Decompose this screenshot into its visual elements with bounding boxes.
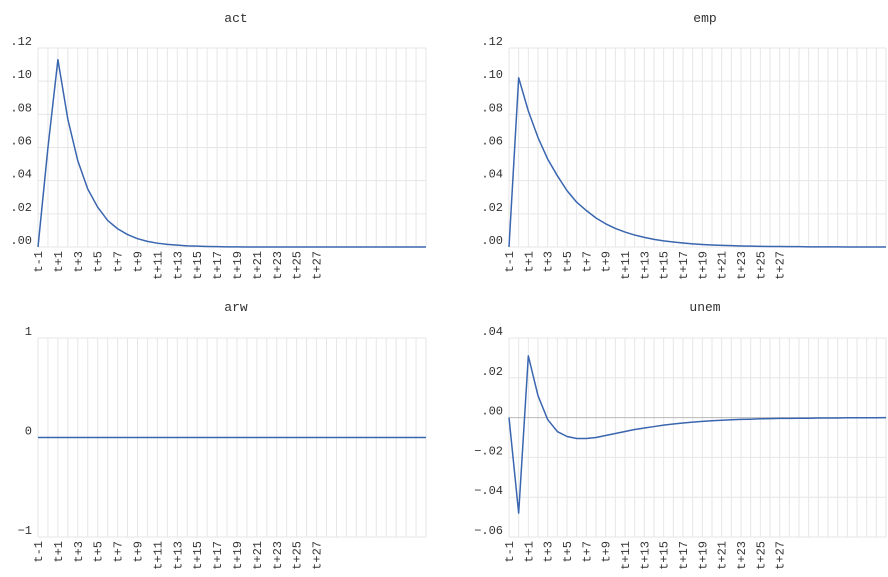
panel-emp: emp .00 .02 .04 .06 .08 .10 .12 t-1 t+1 t+3 t+5 t+7… (481, 11, 887, 280)
x-tick-label: t+1 (52, 541, 66, 563)
y-tick-label: −1 (18, 524, 32, 538)
x-tick-label: t+3 (72, 251, 86, 273)
x-tick-label: t+13 (638, 541, 652, 570)
x-tick-label: t+7 (580, 251, 594, 273)
x-tick-label: t+5 (92, 251, 106, 273)
x-tick-label: t+9 (600, 251, 614, 273)
x-tick-label: t+17 (211, 541, 225, 570)
x-tick-label: t+21 (716, 541, 730, 570)
panel-title-arw: arw (224, 300, 248, 315)
x-tick-label: t+15 (658, 541, 672, 570)
x-tick-label: t+19 (231, 251, 245, 280)
panel-unem: unem −.06 −.04 −.02 .00 .02 .04 t-1 t+1 t+3 t+5 t+… (474, 300, 887, 570)
x-tick-label: t+9 (600, 541, 614, 563)
y-tick-label: .06 (10, 135, 32, 149)
x-tick-label: t+21 (251, 541, 265, 570)
x-tick-label: t+7 (112, 251, 126, 273)
y-tick-label: −.04 (474, 484, 503, 498)
y-tick-label: 1 (25, 325, 32, 339)
x-tick-label: t+7 (112, 541, 126, 563)
y-tick-label: .00 (481, 234, 503, 248)
x-tick-label: t+15 (658, 251, 672, 280)
x-tick-label: t-1 (503, 251, 517, 273)
x-tick-label: t+3 (542, 251, 556, 273)
panel-title-emp: emp (693, 11, 716, 26)
x-tick-label: t+21 (251, 251, 265, 280)
plot-area-act: .00 .02 .04 .06 .08 .10 .12 t-1 t+1 t+3 t+5 t+7 t+9 t… (10, 35, 427, 280)
x-tick-label: t+5 (561, 251, 575, 273)
x-tick-label: t-1 (32, 251, 46, 273)
x-tick-label: t+27 (774, 251, 788, 280)
y-tick-label: −.02 (474, 444, 503, 458)
x-tick-label: t+1 (522, 251, 536, 273)
y-tick-label: .06 (481, 135, 503, 149)
x-tick-label: t-1 (32, 541, 46, 563)
y-tick-label: .10 (481, 68, 503, 82)
x-tick-label: t+13 (638, 251, 652, 280)
x-tick-label: t+15 (191, 251, 205, 280)
series-line-emp (508, 77, 886, 248)
x-tick-label: t+21 (716, 251, 730, 280)
x-tick-label: t+1 (52, 251, 66, 273)
x-tick-label: t+27 (311, 251, 325, 280)
y-tick-label: .12 (481, 35, 503, 49)
y-tick-label: .00 (10, 234, 32, 248)
x-tick-label: t+11 (151, 541, 165, 570)
x-tick-label: t+1 (522, 541, 536, 563)
x-tick-label: t+17 (677, 251, 691, 280)
x-tick-label: t+25 (754, 541, 768, 570)
panel-title-unem: unem (689, 300, 720, 315)
x-tick-label: t+15 (191, 541, 205, 570)
x-tick-label: t+9 (131, 541, 145, 563)
x-tick-label: t+11 (151, 251, 165, 280)
x-tick-label: t+27 (774, 541, 788, 570)
x-tick-label: t+25 (291, 541, 305, 570)
series-line-unem (508, 355, 887, 514)
x-tick-label: t+19 (696, 251, 710, 280)
plot-area-emp: .00 .02 .04 .06 .08 .10 .12 t-1 t+1 t+3 t+5 t+7 t+9 t… (481, 35, 887, 280)
x-tick-label: t+23 (271, 251, 285, 280)
x-tick-label: t-1 (503, 541, 517, 563)
x-tick-label: t+3 (542, 541, 556, 563)
x-tick-label: t+19 (696, 541, 710, 570)
x-tick-label: t+17 (677, 541, 691, 570)
panel-act: act .00 .02 .04 .06 .08 .10 .12 t-1 t+1 t+3 t+5 t+7… (10, 11, 427, 280)
x-tick-label: t+5 (92, 541, 106, 563)
x-tick-label: t+5 (561, 541, 575, 563)
x-tick-label: t+23 (735, 541, 749, 570)
y-tick-label: .02 (481, 201, 503, 215)
x-tick-label: t+19 (231, 541, 245, 570)
x-tick-label: t+7 (580, 541, 594, 563)
x-tick-label: t+25 (754, 251, 768, 280)
y-tick-label: .04 (481, 325, 503, 339)
x-tick-label: t+27 (311, 541, 325, 570)
series-line-act (37, 58, 426, 248)
y-tick-label: .10 (10, 68, 32, 82)
x-tick-label: t+25 (291, 251, 305, 280)
panel-title-act: act (224, 11, 247, 26)
plot-area-unem: −.06 −.04 −.02 .00 .02 .04 t-1 t+1 t+3 t+5 t+7 t+9 t… (474, 325, 887, 570)
y-tick-label: 0 (25, 425, 32, 439)
x-tick-label: t+3 (72, 541, 86, 563)
x-tick-label: t+11 (619, 541, 633, 570)
y-tick-label: .00 (481, 405, 503, 419)
y-tick-label: .08 (10, 101, 32, 115)
y-tick-label: .02 (10, 201, 32, 215)
y-tick-label: .04 (10, 168, 32, 182)
x-tick-label: t+23 (271, 541, 285, 570)
panel-arw: arw −1 0 1 t-1 t+1 t+3 t+5 t+7 t+9 t+11 t+13 t+15 t+… (18, 300, 427, 570)
x-tick-label: t+11 (619, 251, 633, 280)
y-tick-label: .04 (481, 168, 503, 182)
x-tick-label: t+13 (171, 541, 185, 570)
y-tick-label: .12 (10, 35, 32, 49)
y-tick-label: .08 (481, 101, 503, 115)
x-tick-label: t+23 (735, 251, 749, 280)
plot-area-arw: −1 0 1 t-1 t+1 t+3 t+5 t+7 t+9 t+11 t+13 t+15 t+17 t+… (18, 325, 427, 570)
x-tick-label: t+17 (211, 251, 225, 280)
x-tick-label: t+13 (171, 251, 185, 280)
x-tick-label: t+9 (131, 251, 145, 273)
y-tick-label: −.06 (474, 524, 503, 538)
y-tick-label: .02 (481, 365, 503, 379)
